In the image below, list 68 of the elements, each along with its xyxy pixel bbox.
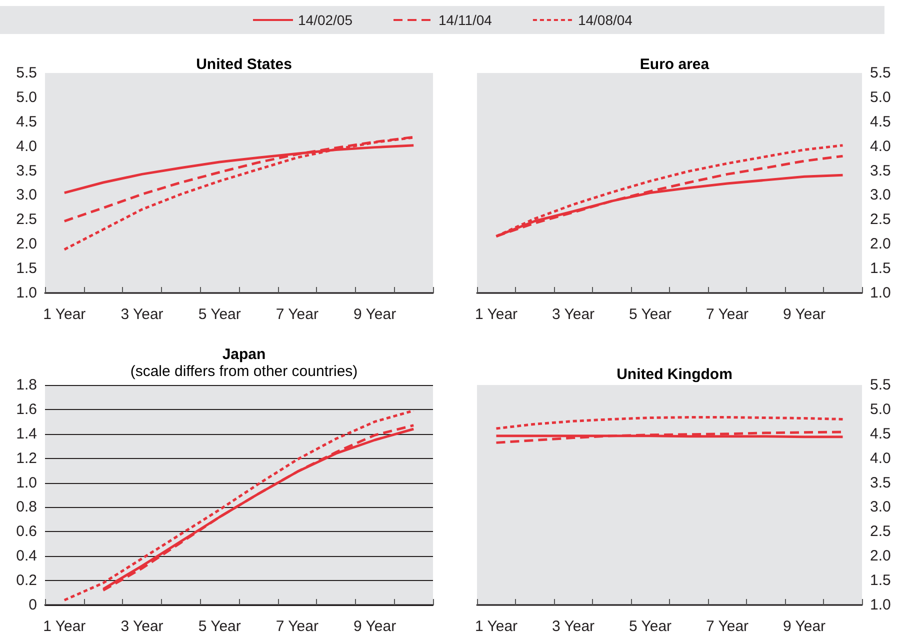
legend-label: 14/02/05 <box>298 12 353 28</box>
x-tick-label: 9 Year <box>354 618 396 635</box>
x-tick-label: 7 Year <box>276 306 318 323</box>
y-tick-label: 5.5 <box>16 64 37 82</box>
x-tick-label: 1 Year <box>474 618 518 635</box>
x-tick-label: 7 Year <box>276 618 318 635</box>
y-tick-label: 5.0 <box>870 400 891 418</box>
y-tick-label: 1.0 <box>870 284 891 302</box>
x-tick-label: 7 Year <box>706 618 749 635</box>
y-tick-label: 2.0 <box>870 236 891 253</box>
x-tick-label: 9 Year <box>782 618 826 635</box>
chart-title: Euro area <box>640 56 710 73</box>
x-tick-label: 5 Year <box>628 618 672 635</box>
y-tick-label: 1.6 <box>16 400 37 418</box>
y-tick-label: 1.2 <box>16 450 37 467</box>
y-tick-label: 4.0 <box>870 138 891 155</box>
x-tick-label: 7 Year <box>706 306 749 323</box>
x-tick-label: 3 Year <box>120 618 164 635</box>
y-tick-label: 3.5 <box>16 162 37 180</box>
y-tick-label: 2.5 <box>16 211 37 228</box>
y-tick-label: 4.5 <box>16 113 37 130</box>
y-tick-label: 0.6 <box>16 523 37 540</box>
y-tick-label: 3.0 <box>16 186 37 204</box>
y-tick-label: 1.5 <box>870 572 891 590</box>
y-tick-label: 0.8 <box>16 498 37 516</box>
y-tick-label: 3.0 <box>870 186 891 204</box>
y-tick-label: 1.0 <box>16 474 37 492</box>
x-tick-label: 5 Year <box>198 306 241 323</box>
y-tick-label: 1.5 <box>870 260 891 278</box>
y-tick-label: 3.0 <box>870 498 891 516</box>
x-tick-label: 9 Year <box>354 306 396 323</box>
x-tick-label: 5 Year <box>198 618 241 635</box>
legend-label: 14/11/04 <box>438 12 492 28</box>
y-tick-label: 0 <box>28 596 37 614</box>
y-tick-label: 2.5 <box>870 211 891 228</box>
y-tick-label: 1.8 <box>16 376 37 394</box>
y-tick-label: 2.0 <box>16 236 37 253</box>
x-tick-label: 1 Year <box>474 306 518 323</box>
y-tick-label: 0.2 <box>16 572 37 590</box>
y-tick-label: 5.0 <box>16 88 37 106</box>
x-tick-label: 3 Year <box>552 306 595 323</box>
y-tick-label: 5.5 <box>870 376 891 394</box>
y-tick-label: 2.0 <box>870 548 891 565</box>
y-tick-label: 4.5 <box>870 113 891 130</box>
y-tick-label: 1.0 <box>16 284 37 302</box>
y-tick-label: 3.5 <box>870 162 891 180</box>
y-tick-label: 4.0 <box>16 138 37 155</box>
x-tick-label: 5 Year <box>628 306 672 323</box>
y-tick-label: 2.5 <box>870 523 891 540</box>
y-tick-label: 4.5 <box>870 425 891 442</box>
x-tick-label: 3 Year <box>552 618 595 635</box>
y-tick-label: 1.5 <box>16 260 37 278</box>
chart-title: Japan <box>222 346 266 363</box>
y-tick-label: 5.0 <box>870 88 891 106</box>
x-tick-label: 9 Year <box>782 306 826 323</box>
y-tick-label: 5.5 <box>870 64 891 82</box>
y-tick-label: 0.4 <box>16 548 37 565</box>
y-tick-label: 4.0 <box>870 450 891 467</box>
chart-title: United States <box>196 56 292 73</box>
chart-title: United Kingdom <box>616 366 732 383</box>
chart-subtitle: (scale differs from other countries) <box>130 363 358 380</box>
x-tick-label: 1 Year <box>43 618 86 635</box>
y-tick-label: 3.5 <box>870 474 891 492</box>
legend-label: 14/08/04 <box>578 12 633 28</box>
x-tick-label: 3 Year <box>120 306 164 323</box>
x-tick-label: 1 Year <box>43 306 86 323</box>
y-tick-label: 1.4 <box>16 425 37 442</box>
y-tick-label: 1.0 <box>870 596 891 614</box>
